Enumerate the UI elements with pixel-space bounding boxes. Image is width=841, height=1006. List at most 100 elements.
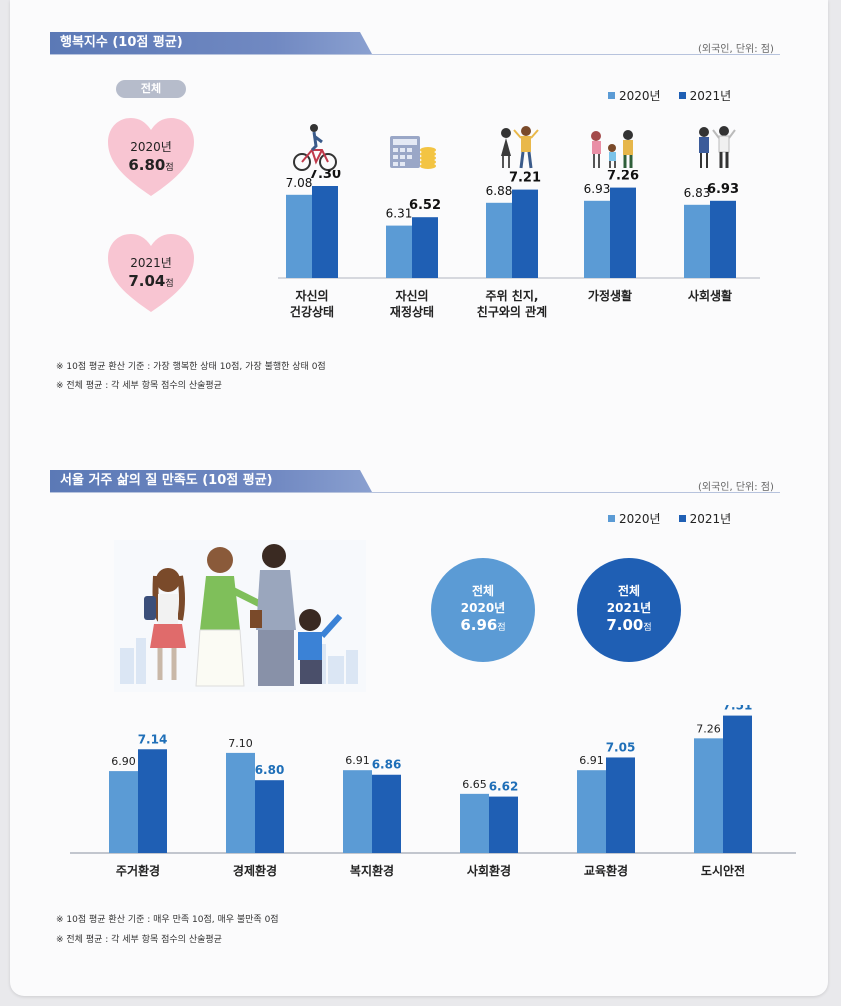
data-label-2021년-1: 6.52 xyxy=(409,198,441,213)
data-label-2021년-0: 7.14 xyxy=(138,732,168,746)
bar-2021년-1 xyxy=(255,780,284,853)
circle-2021-label: 전체 xyxy=(617,584,641,598)
section2-rule xyxy=(50,492,780,493)
data-label-2020년-2: 6.91 xyxy=(345,754,370,767)
section1-legend: 2020년 2021년 xyxy=(608,87,731,104)
category-label-2: 주위 친지, xyxy=(486,288,539,303)
heart-2020-score: 6.80점 xyxy=(106,156,196,174)
data-label-2020년-3: 6.93 xyxy=(584,182,611,196)
infographic-page: 행복지수 (10점 평균) (외국인, 단위: 점) 2020년 2021년 전… xyxy=(10,0,828,996)
data-label-2021년-4: 7.05 xyxy=(606,740,636,754)
category-label-5: 도시안전 xyxy=(701,863,745,878)
data-label-2020년-4: 6.83 xyxy=(684,186,711,200)
friends-icon xyxy=(501,126,539,169)
bar-2020년-5 xyxy=(694,738,723,853)
section2-legend: 2020년 2021년 xyxy=(608,510,731,527)
legend2-swatch-2021 xyxy=(678,515,686,522)
data-label-2021년-3: 6.62 xyxy=(489,780,519,794)
category-label-2: 복지환경 xyxy=(350,863,394,878)
bar-2020년-3 xyxy=(460,793,489,853)
data-label-2020년-1: 6.31 xyxy=(386,207,413,221)
section2-note-2: ※ 전체 평균 : 각 세부 항목 점수의 산술평균 xyxy=(56,935,222,945)
category-label-0: 건강상태 xyxy=(290,304,334,319)
legend2-swatch-2020 xyxy=(608,515,615,522)
category-label-0: 주거환경 xyxy=(116,863,160,878)
bar-2021년-0 xyxy=(312,186,338,278)
section1-rule xyxy=(50,54,780,55)
bar-2021년-2 xyxy=(372,774,401,853)
legend2-item-2021: 2021년 xyxy=(678,510,732,527)
heart-icon xyxy=(108,118,194,196)
bar-2021년-3 xyxy=(610,187,636,278)
heart-2020-year: 2020년 xyxy=(130,140,172,154)
legend-item-2021: 2021년 xyxy=(678,87,731,104)
category-label-4: 사회생활 xyxy=(688,288,732,303)
circle-2020-score-unit: 점 xyxy=(497,623,506,633)
section2-note-1: ※ 10점 평균 환산 기준 : 매우 만족 10점, 매우 불만족 0점 xyxy=(56,915,279,925)
heart-2020-score-value: 6.80 xyxy=(128,156,166,174)
bar-2021년-4 xyxy=(710,200,736,278)
heart-2021: 2021년 7.04점 xyxy=(106,232,196,314)
data-label-2021년-0: 7.30 xyxy=(309,170,341,182)
bar-2021년-2 xyxy=(512,189,538,278)
data-label-2021년-2: 6.86 xyxy=(372,758,402,772)
bar-2020년-2 xyxy=(486,202,512,278)
heart-2021-score: 7.04점 xyxy=(106,272,196,290)
section1-unit: (외국인, 단위: 점) xyxy=(698,44,774,55)
bar-2021년-4 xyxy=(606,757,635,853)
bar-2021년-0 xyxy=(138,749,167,853)
heart-icon xyxy=(108,234,194,312)
heart-2021-text: 2021년 7.04점 xyxy=(106,254,196,290)
family-illustration xyxy=(114,540,366,692)
heart-2020-score-unit: 점 xyxy=(165,163,174,173)
circle-2020-score: 6.96점 xyxy=(431,616,535,634)
bar-2021년-5 xyxy=(723,715,752,853)
section1-note-1: ※ 10점 평균 환산 기준 : 가장 행복한 상태 10점, 가장 불행한 상… xyxy=(56,362,326,372)
overall-circle-2020: 전체 2020년 6.96점 xyxy=(431,558,535,662)
family-icon xyxy=(591,130,633,168)
data-label-2020년-4: 6.91 xyxy=(579,754,604,767)
bar-2020년-1 xyxy=(386,225,412,278)
circle-2021-year: 2021년 xyxy=(606,601,652,615)
data-label-2020년-2: 6.88 xyxy=(486,184,513,198)
section2-title: 서울 거주 삶의 질 만족도 (10점 평균) xyxy=(50,470,372,492)
legend-swatch-2021 xyxy=(678,92,686,99)
heart-2021-score-value: 7.04 xyxy=(128,272,166,290)
legend2-item-2020: 2020년 xyxy=(608,510,661,527)
calculator-coins-icon xyxy=(390,136,436,169)
heart-2021-year: 2021년 xyxy=(130,256,172,270)
overall-pill: 전체 xyxy=(116,80,186,98)
heart-2021-score-unit: 점 xyxy=(165,279,174,289)
data-label-2021년-4: 6.93 xyxy=(707,182,739,197)
data-label-2020년-0: 6.90 xyxy=(111,755,136,768)
section1-note-2: ※ 전체 평균 : 각 세부 항목 점수의 산술평균 xyxy=(56,381,222,391)
circle-2020-year: 2020년 xyxy=(460,601,506,615)
overall-circle-2021: 전체 2021년 7.00점 xyxy=(577,558,681,662)
bar-2021년-3 xyxy=(489,796,518,853)
bar-2020년-1 xyxy=(226,752,255,853)
category-label-1: 자신의 xyxy=(395,288,428,303)
bar-2020년-4 xyxy=(684,204,710,278)
legend2-label-2021: 2021년 xyxy=(689,512,732,526)
category-label-0: 자신의 xyxy=(295,288,328,303)
data-label-2021년-2: 7.21 xyxy=(509,171,541,186)
category-label-1: 재정상태 xyxy=(390,304,434,319)
section1-title: 행복지수 (10점 평균) xyxy=(50,32,372,54)
legend-item-2020: 2020년 xyxy=(608,87,661,104)
bar-2020년-3 xyxy=(584,200,610,278)
legend-swatch-2020 xyxy=(608,92,615,99)
bar-2021년-1 xyxy=(412,217,438,278)
category-label-2: 친구와의 관계 xyxy=(477,304,547,319)
category-label-1: 경제환경 xyxy=(233,863,277,878)
data-label-2021년-3: 7.26 xyxy=(607,170,639,184)
circle-2020-score-value: 6.96 xyxy=(460,616,498,634)
data-label-2021년-5: 7.51 xyxy=(723,705,753,713)
data-label-2021년-1: 6.80 xyxy=(255,763,285,777)
data-label-2020년-3: 6.65 xyxy=(462,778,487,791)
coworkers-icon xyxy=(699,126,736,168)
legend-label-2020: 2020년 xyxy=(619,89,661,103)
heart-2020-text: 2020년 6.80점 xyxy=(106,138,196,174)
data-label-2020년-0: 7.08 xyxy=(286,176,313,190)
